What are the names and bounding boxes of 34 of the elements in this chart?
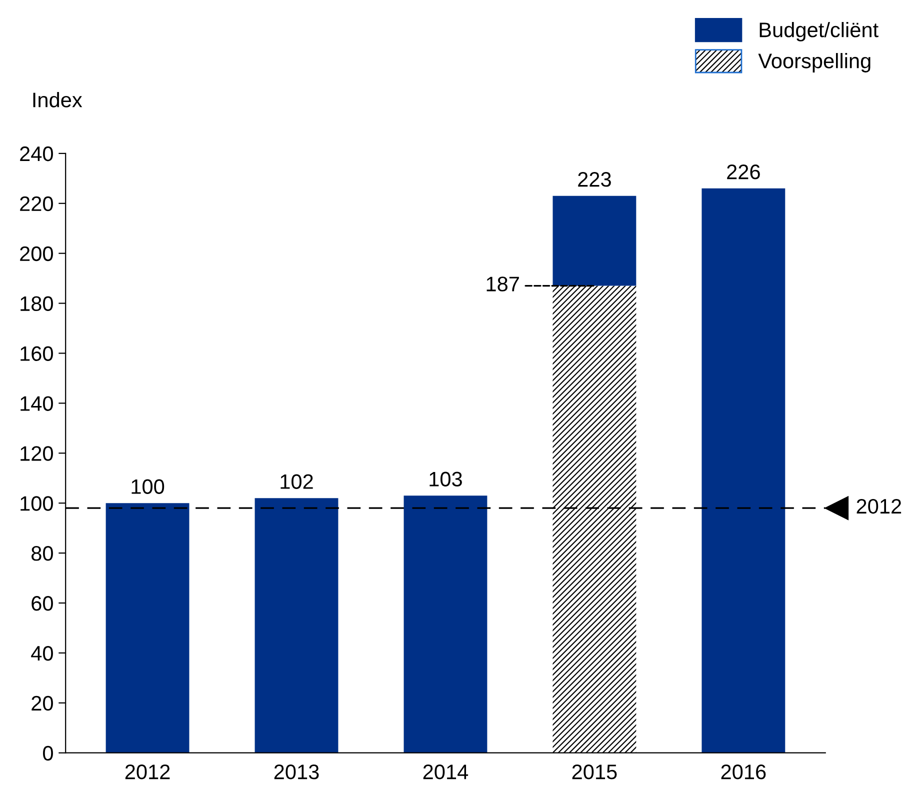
x-tick-label: 2014 [423, 764, 468, 780]
y-tick-label: 140 [20, 396, 53, 411]
bar [702, 188, 786, 753]
total-label: 223 [578, 172, 611, 187]
y-tick-label: 160 [20, 346, 53, 361]
y-tick-label: 40 [31, 646, 53, 661]
bar [552, 196, 636, 286]
y-tick-label: 20 [32, 696, 53, 711]
y-tick-label: 60 [32, 596, 53, 611]
y-tick-label: 200 [20, 246, 53, 262]
bar [106, 503, 190, 753]
y-tick-label: 180 [20, 296, 53, 312]
y-tick-label: 80 [32, 546, 53, 561]
y-tick-label: 120 [20, 446, 53, 461]
y-tick-label: 0 [43, 746, 53, 761]
total-label: 100 [132, 479, 164, 494]
bar [552, 286, 636, 753]
total-label: 102 [280, 474, 313, 489]
y-tick-label: 220 [20, 196, 53, 212]
y-tick-label: 100 [20, 496, 53, 511]
total-label: 103 [430, 472, 462, 486]
text: 2012 [856, 498, 902, 514]
x-tick-label: 2015 [572, 764, 617, 780]
x-tick-label: 2013 [274, 764, 319, 780]
legend-label: Voorspelling [758, 53, 870, 72]
y-tick-label: 240 [20, 146, 53, 162]
x-tick-label: 2016 [721, 764, 766, 780]
y-axis-title: Index [33, 92, 82, 108]
legend-label: Budget/cliënt [760, 22, 878, 42]
total-label: 226 [727, 164, 760, 180]
bar [404, 496, 488, 753]
x-tick-label: 2012 [125, 764, 170, 780]
data-label: 187 [486, 276, 519, 292]
bar [254, 498, 338, 753]
